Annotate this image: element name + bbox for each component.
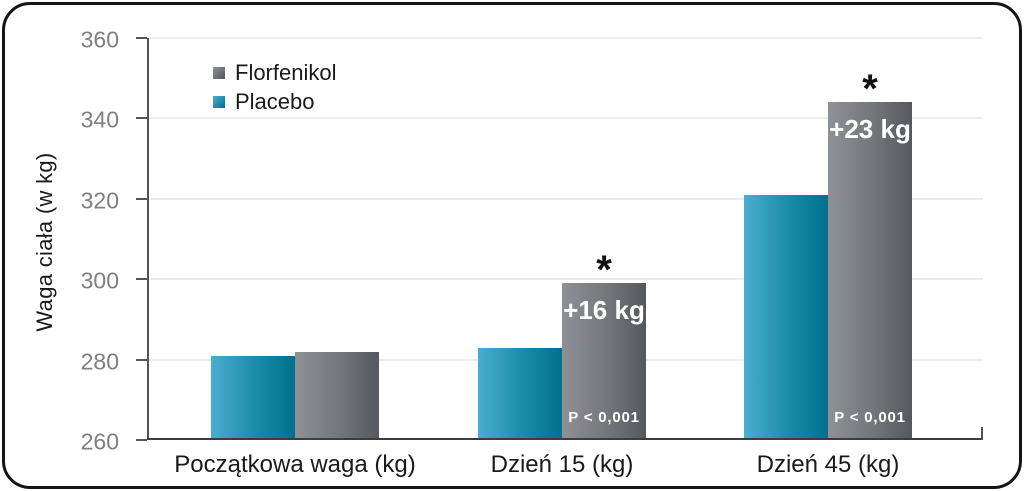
p-value-label-2: P < 0,001 bbox=[568, 409, 640, 426]
bar-florfenikol-3: * +23 kg P < 0,001 bbox=[828, 69, 912, 438]
legend-row-placebo: Placebo bbox=[213, 87, 336, 116]
y-tick-260 bbox=[136, 439, 147, 441]
y-tick-340 bbox=[136, 117, 147, 120]
plot-area: Florfenikol Placebo 260 280 300 320 340 360 Poc… bbox=[81, 28, 983, 478]
gridline-320 bbox=[147, 197, 983, 200]
y-tick-280 bbox=[136, 358, 147, 361]
legend-label-florfenikol: Florfenikol bbox=[235, 59, 337, 85]
y-axis-title: Waga ciała (w kg) bbox=[32, 152, 57, 332]
x-axis-label-3: Dzień 45 (kg) bbox=[756, 451, 900, 478]
gain-label-2: +16 kg bbox=[563, 295, 645, 326]
legend: Florfenikol Placebo bbox=[213, 58, 336, 116]
bar-placebo-2 bbox=[478, 347, 562, 438]
p-value-label-3: P < 0,001 bbox=[834, 409, 906, 426]
x-axis-label-1: Początkowa waga (kg) bbox=[174, 451, 416, 478]
bar-group-2: * +16 kg P < 0,001 Dzień 15 (kg) bbox=[478, 38, 646, 478]
x-axis-line bbox=[147, 438, 983, 440]
gain-label-3: +23 kg bbox=[829, 114, 911, 145]
bar-group-1: Początkowa waga (kg) bbox=[174, 38, 416, 478]
bar-placebo-3 bbox=[744, 194, 828, 438]
y-tick-360 bbox=[136, 37, 147, 39]
bar-florfenikol-2: * +16 kg P < 0,001 bbox=[562, 250, 646, 438]
significance-star-2: * bbox=[596, 248, 612, 293]
bar-florfenikol-1 bbox=[295, 351, 379, 438]
legend-marker-placebo-icon bbox=[213, 95, 225, 108]
gridline-360 bbox=[147, 37, 983, 39]
legend-label-placebo: Placebo bbox=[235, 88, 315, 114]
legend-marker-florfenikol-icon bbox=[213, 66, 225, 79]
significance-star-3: * bbox=[862, 67, 878, 112]
bar-group-3: * +23 kg P < 0,001 Dzień 45 (kg) bbox=[744, 38, 912, 478]
y-tick-label-280: 280 bbox=[80, 348, 119, 375]
gridline-340 bbox=[147, 117, 983, 120]
y-tick-label-360: 360 bbox=[80, 26, 119, 53]
legend-row-florfenikol: Florfenikol bbox=[213, 58, 336, 87]
x-axis-label-2: Dzień 15 (kg) bbox=[490, 451, 634, 478]
y-tick-label-300: 300 bbox=[80, 267, 119, 294]
y-tick-label-340: 340 bbox=[80, 106, 119, 133]
y-tick-label-320: 320 bbox=[80, 187, 119, 214]
x-axis-end-tick bbox=[981, 427, 983, 440]
bar-placebo-1 bbox=[211, 355, 295, 438]
gridline-300 bbox=[147, 278, 983, 281]
y-tick-label-260: 260 bbox=[80, 428, 119, 455]
y-tick-320 bbox=[136, 197, 147, 200]
y-tick-300 bbox=[136, 278, 147, 281]
y-axis-line bbox=[147, 38, 149, 440]
